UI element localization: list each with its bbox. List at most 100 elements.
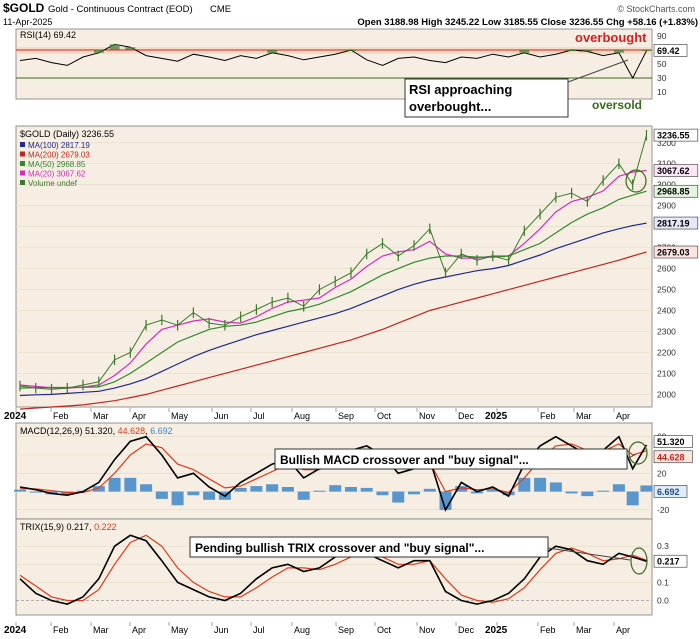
macd-signal-tag: 44.628 [657,452,685,462]
rsi-overbought-fill [109,44,120,50]
macd-histogram-bar [565,491,578,494]
rsi-value-tag: 69.42 [657,46,680,56]
macd-histogram-bar [376,491,389,496]
macd-histogram-bar [471,491,484,494]
macd-histogram-bar [518,477,531,492]
legend-swatch [20,142,25,147]
x-axis-label: Oct [377,625,392,635]
legend-item: Volume undef [28,179,78,188]
exchange-label: CME [210,4,231,15]
overbought-annotation: overbought [575,30,647,45]
macd-value-tag: 51.320 [657,437,685,447]
x-axis-label: Dec [458,625,475,635]
rsi-line [19,43,647,80]
trix-signal-line [19,534,647,603]
ma-line [19,222,647,397]
x-axis-label: Apr [132,411,146,421]
macd-histogram-bar [392,491,405,503]
rsi-tick-label: 90 [657,31,667,41]
macd-hist-tag-bg [653,485,688,498]
rsi-tick-label: 10 [657,87,667,97]
price-value-tag: 2679.03 [657,248,690,258]
trix-value-tag: 0.217 [657,557,680,567]
rsi-overbought-fill [267,50,278,53]
rsi-tick-label: 50 [657,59,667,69]
macd-histogram-bar [423,488,436,492]
macd-histogram-bar [534,477,547,492]
macd-callout-pointer [626,453,637,460]
x-axis-label: Jun [214,411,229,421]
x-axis-label: Sep [338,411,354,421]
trix-tick-label: 0.3 [657,541,669,551]
macd-histogram-bar [329,485,342,492]
price-tick-label: 2200 [657,347,676,357]
x-axis-label: Sep [338,625,354,635]
x-axis-label: Jun [214,625,229,635]
chart-date: 11-Apr-2025 [3,17,52,27]
legend-swatch [20,151,25,157]
macd-legend: MACD(12,26,9) 51.320, 44.628, 6.692 [20,426,173,436]
legend-item: MA(100) 2817.19 [28,141,90,150]
price-tick-label: 3100 [657,159,676,169]
price-value-tag: 3067.62 [657,166,690,176]
x-axis-label: Feb [540,411,556,421]
rsi-callout-line2: overbought... [409,99,491,114]
trix-callout-text: Pending bullish TRIX crossover and "buy … [195,541,484,555]
macd-histogram-bar [155,491,168,499]
x-axis-label: Apr [616,625,630,635]
symbol-description: Gold - Continuous Contract (EOD) [48,4,193,15]
x-axis-label: May [171,625,189,635]
x-axis-label: Feb [540,625,556,635]
legend-item: MA(20) 3067.62 [28,170,86,179]
x-axis-label: Mar [93,411,109,421]
macd-panel [15,422,653,520]
price-tick-label: 2400 [657,306,676,316]
price-tick-label: 2300 [657,327,676,337]
macd-histogram-bar [108,477,121,492]
price-value-tag-bg [653,164,699,177]
price-value-tag: 2968.85 [657,187,690,197]
macd-histogram-bar [640,485,653,492]
rsi-overbought-fill [566,50,577,51]
legend-swatch [20,170,25,176]
macd-value-tag-bg [653,435,693,448]
rsi-overbought-fill [93,50,104,53]
x-axis-label: 2024 [4,411,27,422]
macd-tick-label: -20 [657,505,670,515]
macd-histogram-bar [171,491,184,506]
watermark: © StockCharts.com [617,4,695,14]
price-tick-label: 2900 [657,201,676,211]
legend-swatch [20,180,25,185]
rsi-legend: RSI(14) 69.42 [20,30,76,40]
x-axis-label: Jul [253,625,265,635]
price-tick-label: 2100 [657,368,676,378]
macd-histogram-bar [281,487,294,492]
price-value-tag: 2817.19 [657,219,690,229]
macd-histogram-bar [234,487,247,492]
trix-tick-label: 0.0 [657,596,669,606]
trix-legend: TRIX(15,9) 0.217, 0.222 [20,522,117,532]
x-axis-label: Aug [294,625,310,635]
macd-histogram-bar [408,491,420,495]
ma-line [19,251,647,410]
legend-item: MA(200) 2679.03 [28,151,90,160]
price-tick-label: 2000 [657,389,676,399]
macd-histogram-bar [187,491,200,496]
trix-panel [15,518,653,616]
symbol-title: $GOLD [3,1,45,15]
price-line [19,135,647,390]
macd-histogram-bar [549,482,562,492]
price-pullback-circle [625,169,647,193]
rsi-overbought-fill [345,50,356,51]
x-axis-label: Feb [53,411,69,421]
x-axis-label: 2025 [485,411,508,422]
x-axis-label: Mar [93,625,109,635]
trix-callout-box [189,536,549,558]
trix-crossover-circle [630,547,648,575]
price-value-tag-bg [653,216,699,230]
macd-histogram-bar [266,484,279,492]
x-axis-label: Jul [253,411,265,421]
x-axis-label: Nov [419,625,436,635]
macd-histogram-bar [250,486,263,492]
